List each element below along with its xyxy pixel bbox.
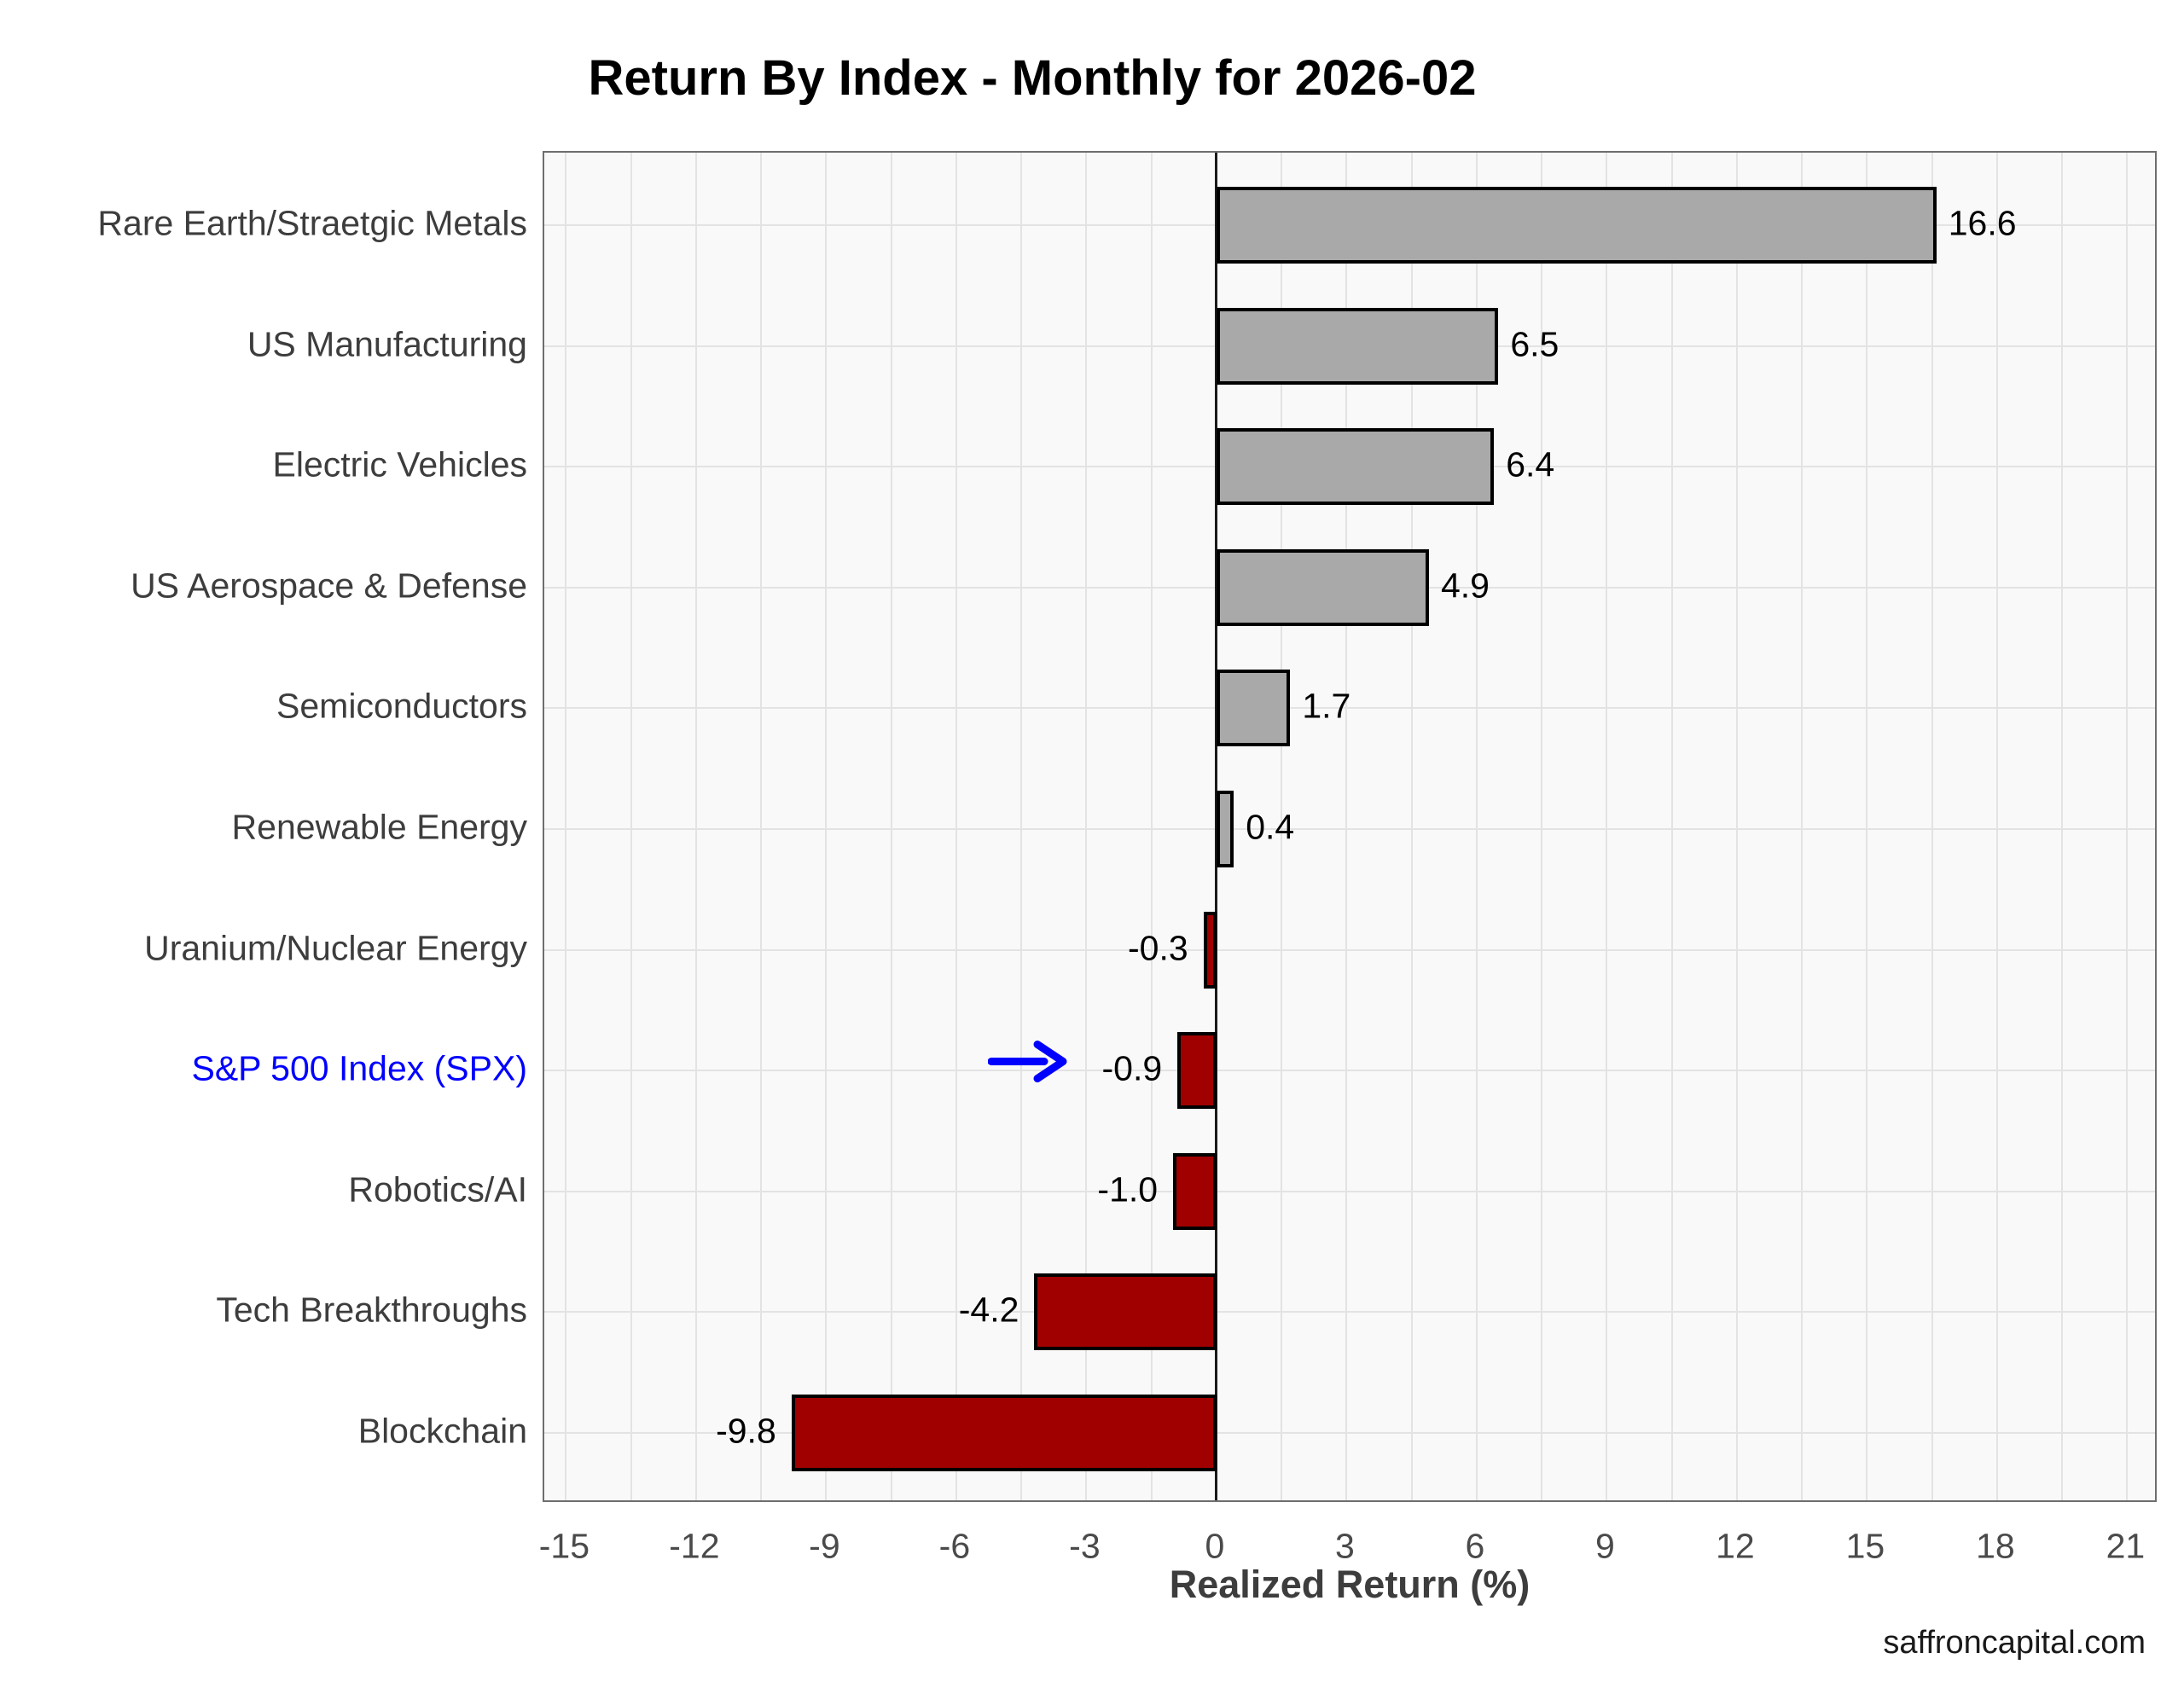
x-axis-title: Realized Return (%) <box>1169 1563 1531 1606</box>
x-tick-label: 6 <box>1465 1526 1485 1566</box>
bar-value-label: -9.8 <box>716 1411 776 1451</box>
bar-value-label: -0.9 <box>1101 1048 1163 1088</box>
bar-value-label: 6.5 <box>1510 324 1560 364</box>
vertical-gridline <box>565 153 567 1500</box>
category-label: Tech Breakthroughs <box>216 1290 527 1330</box>
bar-value-label: 6.4 <box>1506 444 1555 484</box>
horizontal-gridline <box>544 948 2155 951</box>
vertical-gridline <box>1866 153 1868 1500</box>
category-label: Uranium/Nuclear Energy <box>144 928 527 968</box>
vertical-gridline <box>1475 153 1478 1500</box>
vertical-gridline <box>1606 153 1608 1500</box>
bar-value-label: 1.7 <box>1302 686 1351 726</box>
horizontal-gridline <box>544 1311 2155 1314</box>
vertical-gridline <box>1801 153 1804 1500</box>
category-label: Robotics/AI <box>348 1169 527 1209</box>
highlight-arrow-icon <box>987 1038 1070 1090</box>
vertical-gridline <box>1345 153 1348 1500</box>
horizontal-gridline <box>544 1432 2155 1434</box>
category-label: US Aerospace & Defense <box>131 565 527 606</box>
x-tick-label: -3 <box>1069 1526 1101 1566</box>
vertical-gridline <box>2126 153 2129 1500</box>
vertical-gridline <box>890 153 892 1500</box>
bar-positive <box>1216 428 1495 506</box>
horizontal-gridline <box>544 1070 2155 1072</box>
vertical-gridline <box>1670 153 1673 1500</box>
x-tick-label: 21 <box>2106 1526 2146 1566</box>
vertical-gridline <box>694 153 697 1500</box>
x-tick-label: 18 <box>1976 1526 2015 1566</box>
bar-positive <box>1216 307 1499 385</box>
vertical-gridline <box>955 153 957 1500</box>
vertical-gridline <box>1931 153 1933 1500</box>
x-tick-label: 0 <box>1205 1526 1225 1566</box>
vertical-gridline <box>825 153 828 1500</box>
bar-value-label: -4.2 <box>958 1290 1019 1330</box>
vertical-gridline <box>1735 153 1738 1500</box>
category-label-highlighted: S&P 500 Index (SPX) <box>191 1048 527 1088</box>
vertical-gridline <box>2061 153 2064 1500</box>
bar-negative <box>1177 1032 1217 1110</box>
bar-value-label: -1.0 <box>1097 1169 1159 1209</box>
x-tick-label: -12 <box>669 1526 720 1566</box>
horizontal-gridline <box>544 828 2155 830</box>
bar-positive <box>1216 548 1429 626</box>
x-tick-label: 3 <box>1335 1526 1355 1566</box>
bar-positive <box>1216 791 1234 867</box>
vertical-gridline <box>1995 153 1998 1500</box>
category-label: Renewable Energy <box>231 807 527 847</box>
vertical-gridline <box>1281 153 1283 1500</box>
x-tick-label: -6 <box>938 1526 971 1566</box>
bar-negative <box>1203 911 1217 989</box>
category-label: US Manufacturing <box>247 324 527 364</box>
vertical-gridline <box>1020 153 1023 1500</box>
bar-value-label: 0.4 <box>1246 807 1295 847</box>
bar-positive <box>1216 187 1937 264</box>
bar-positive <box>1216 670 1291 747</box>
vertical-gridline <box>760 153 763 1500</box>
bar-negative <box>791 1395 1217 1471</box>
vertical-gridline <box>1150 153 1153 1500</box>
chart-title: Return By Index - Monthly for 2026-02 <box>588 50 1477 106</box>
bar-value-label: 4.9 <box>1440 565 1490 606</box>
category-label: Rare Earth/Straetgic Metals <box>97 203 527 243</box>
x-tick-label: 15 <box>1845 1526 1885 1566</box>
horizontal-gridline <box>544 707 2155 710</box>
horizontal-gridline <box>544 1190 2155 1192</box>
category-label: Semiconductors <box>276 686 527 726</box>
x-tick-label: 9 <box>1594 1526 1615 1566</box>
category-label: Blockchain <box>357 1411 527 1451</box>
footer-watermark: saffroncapital.com <box>1883 1625 2146 1661</box>
x-tick-label: -9 <box>809 1526 840 1566</box>
bar-negative <box>1173 1152 1217 1230</box>
x-tick-label: -15 <box>538 1526 590 1566</box>
vertical-gridline <box>1085 153 1088 1500</box>
vertical-gridline <box>1541 153 1543 1500</box>
x-tick-label: 12 <box>1716 1526 1755 1566</box>
vertical-gridline <box>1410 153 1413 1500</box>
bar-value-label: 16.6 <box>1948 203 2017 243</box>
bar-value-label: -0.3 <box>1128 928 1188 968</box>
bar-negative <box>1034 1273 1217 1351</box>
plot-area <box>543 151 2157 1502</box>
category-label: Electric Vehicles <box>272 444 527 484</box>
vertical-gridline <box>630 153 632 1500</box>
